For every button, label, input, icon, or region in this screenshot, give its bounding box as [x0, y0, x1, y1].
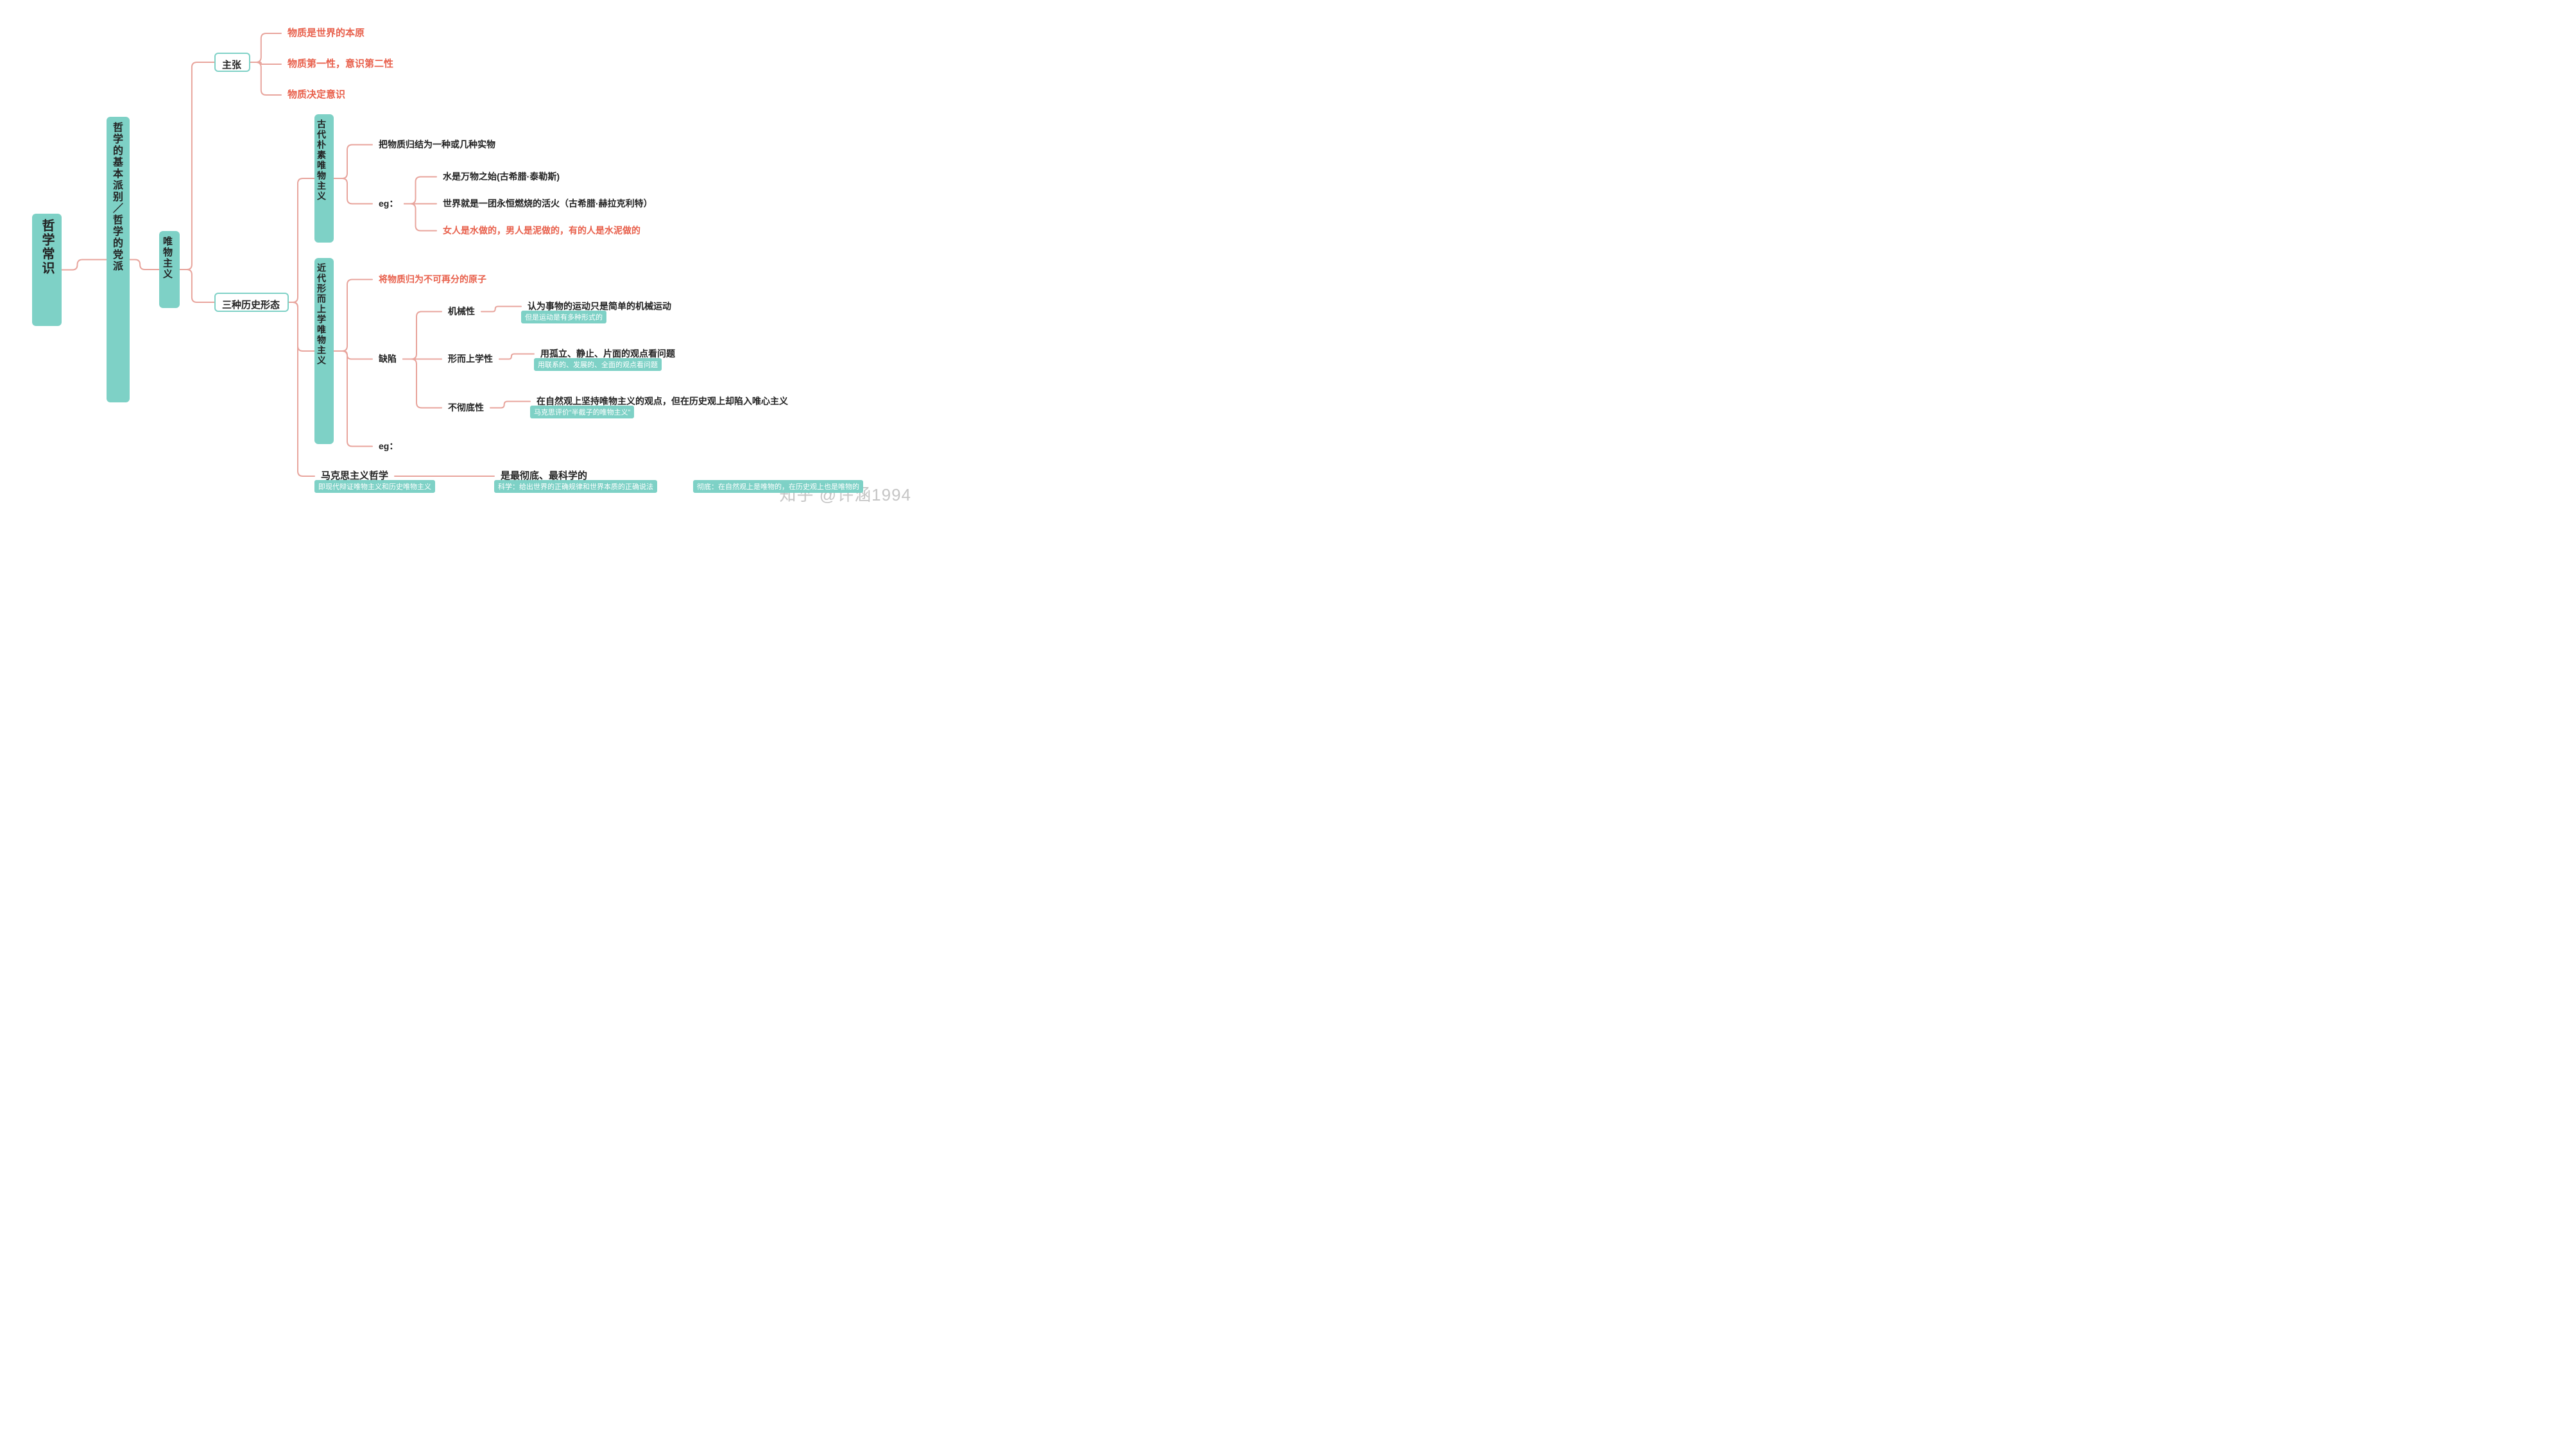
node-l1: 哲学的基本派别／哲学的党派	[107, 117, 130, 402]
edge-b1-b1a	[250, 33, 281, 62]
node-b1c: 物质决定意识	[281, 83, 352, 107]
node-c2: 近代形而上学唯物主义	[314, 258, 334, 444]
edge-c2-c2b	[334, 351, 372, 359]
edge-c2b2-c2b2d	[499, 354, 534, 359]
edge-c2b-c2b3	[403, 359, 442, 408]
edge-c2b-c2b1	[403, 312, 442, 359]
tag-c2b1t: 但是运动是有多种形式的	[521, 311, 606, 323]
tag-c3at1: 科学：给出世界的正确规律和世界本质的正确说法	[494, 480, 657, 493]
edge-l1-l2	[130, 260, 159, 270]
edge-b1-b1c	[250, 62, 281, 95]
node-c1: 古代朴素唯物主义	[314, 114, 334, 243]
node-root: 哲学常识	[32, 214, 62, 326]
node-c1b3: 女人是水做的，男人是泥做的，有的人是水泥做的	[436, 219, 647, 242]
edge-layer	[0, 0, 924, 517]
node-c2b2: 形而上学性	[442, 348, 499, 370]
edge-b2-c3	[289, 302, 314, 476]
node-c1b2: 世界就是一团永恒燃烧的活火（古希腊·赫拉克利特）	[436, 193, 659, 215]
node-c2c: eg：	[372, 435, 404, 458]
mindmap-canvas: 知乎 @许涵1994 哲学常识哲学的基本派别／哲学的党派唯物主义主张物质是世界的…	[0, 0, 924, 517]
edge-l2-b2	[180, 270, 214, 302]
edge-b2-c2	[289, 302, 314, 351]
tag-c3t: 即现代辩证唯物主义和历史唯物主义	[314, 480, 435, 493]
edge-c2-c2c	[334, 351, 372, 447]
edge-b2-c1	[289, 178, 314, 302]
node-c1a: 把物质归结为一种或几种实物	[372, 133, 502, 156]
node-c2b: 缺陷	[372, 348, 403, 370]
edge-b1-b1b	[250, 62, 281, 64]
node-c2b1: 机械性	[442, 300, 481, 323]
edge-root-l1	[62, 260, 107, 270]
edge-c2-c2a	[334, 280, 372, 352]
node-b2: 三种历史形态	[214, 293, 289, 312]
edge-c1-c1b	[334, 178, 372, 204]
tag-c3at2: 彻底：在自然观上是唯物的，在历史观上也是唯物的	[693, 480, 863, 493]
node-b1: 主张	[214, 53, 250, 72]
tag-c2b3t: 马克思评价“半截子的唯物主义”	[530, 406, 634, 418]
node-c1b: eg：	[372, 193, 404, 215]
node-l2: 唯物主义	[159, 231, 180, 308]
node-c2a: 将物质归为不可再分的原子	[372, 268, 493, 291]
node-c1b1: 水是万物之始(古希腊·泰勒斯)	[436, 166, 566, 188]
edge-c2b1-c2b1d	[481, 307, 521, 312]
tag-c2b2t: 用联系的、发展的、全面的观点看问题	[534, 358, 662, 371]
node-b1b: 物质第一性，意识第二性	[281, 53, 400, 76]
edge-c2b3-c2b3d	[490, 402, 530, 408]
node-b1a: 物质是世界的本原	[281, 22, 371, 45]
node-c2b3: 不彻底性	[442, 397, 490, 419]
edge-c1-c1a	[334, 145, 372, 179]
edge-c1b-c1b3	[404, 204, 436, 231]
edge-c1b-c1b1	[404, 177, 436, 204]
edge-l2-b1	[180, 62, 214, 270]
